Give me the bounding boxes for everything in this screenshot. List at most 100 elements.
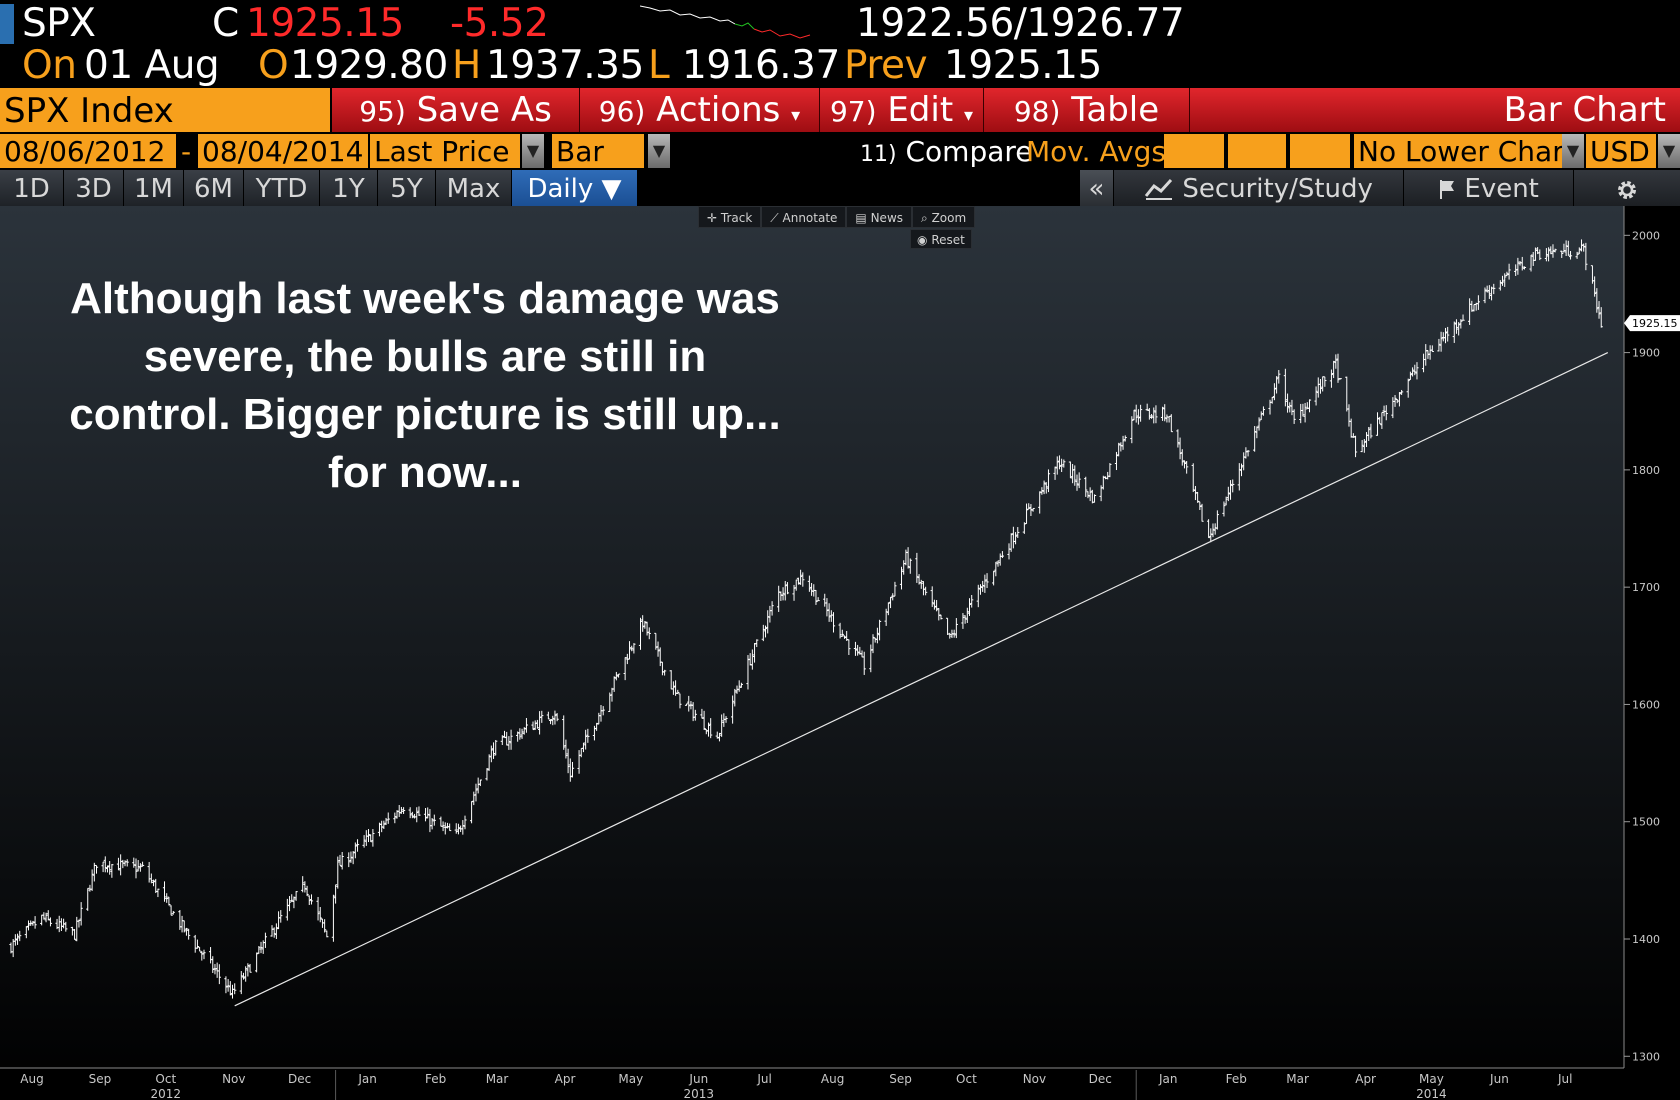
x-year-label: 2014 [1416,1087,1447,1100]
reset-label: Reset [931,233,965,247]
field-select[interactable]: Last Price [370,134,520,168]
x-month-label: Feb [1226,1072,1247,1086]
end-date-field[interactable]: 08/04/2014 [198,134,368,168]
settings-gear-icon[interactable] [1574,170,1680,206]
trendline [234,352,1609,1007]
study-slot-2[interactable] [1228,134,1286,168]
lower-chart-select[interactable]: No Lower Chart [1354,134,1562,168]
chart-annotation: Although last week's damage was severe, … [69,274,781,497]
period-1m[interactable]: 1M [124,170,184,206]
y-tick-label: 2000 [1632,229,1660,242]
low-value: 1916.37 [682,43,840,88]
x-year-label: 2013 [684,1087,715,1100]
x-month-label: Apr [555,1072,576,1086]
save-as-button[interactable]: 95) Save As [332,88,580,132]
period-ytd[interactable]: YTD [244,170,320,206]
price-chart[interactable]: 130014001500160017001800190020001925.15 … [0,206,1680,1100]
annotate-tool[interactable]: ⟋ Annotate [761,206,847,228]
ticker-marker [0,4,14,44]
period-6m[interactable]: 6M [184,170,244,206]
close-value: 1925.15 [246,1,404,46]
news-label: News [870,211,904,225]
compare-number: 11) [860,142,897,167]
security-study-label: Security/Study [1182,174,1373,204]
actions-label: Actions [656,90,781,130]
x-month-label: Apr [1355,1072,1376,1086]
collapse-button[interactable]: « [1080,170,1114,206]
x-month-label: Jul [756,1072,771,1086]
period-max[interactable]: Max [436,170,512,206]
x-month-label: Jun [688,1072,708,1086]
study-slot-1[interactable] [1164,134,1224,168]
reset-button[interactable]: ◉ Reset [910,229,972,249]
actions-menu-button[interactable]: 96) Actions ▾ [580,88,820,132]
x-month-label: Nov [1023,1072,1046,1086]
period-1d[interactable]: 1D [0,170,64,206]
y-tick-label: 1600 [1632,698,1660,711]
frequency-select[interactable]: Daily ▼ [512,170,638,206]
quote-header: SPX C 1925.15 -5.52 1922.56/1926.77 On 0… [0,0,1680,88]
triangle-down-icon: ▼ [601,174,622,204]
save-as-label: Save As [416,90,552,130]
x-month-label: Dec [288,1072,311,1086]
moving-averages-button[interactable]: Mov. Avgs [1026,135,1166,168]
y-tick-label: 1900 [1632,347,1660,360]
edit-menu-button[interactable]: 97) Edit ▾ [820,88,984,132]
security-study-button[interactable]: Security/Study [1114,170,1404,206]
low-label: L [648,43,670,88]
table-label: Table [1071,90,1160,130]
news-tool[interactable]: ▤ News [846,206,913,228]
high-label: H [452,43,481,88]
caret-down-icon: ▾ [791,105,801,126]
edit-number: 97) [829,95,877,128]
y-axis: 1300 1400 1500 1600 1700 1800 1900 2000 1925.15 [1624,229,1680,1063]
sparkline [640,5,811,39]
y-tick-label: 1800 [1632,464,1660,477]
compare-button[interactable]: 11) Compare [860,134,1033,168]
x-month-label: Sep [889,1072,912,1086]
open-label: O [258,43,289,88]
reset-icon: ◉ [917,233,928,247]
x-month-label: Oct [155,1072,176,1086]
zoom-label: Zoom [931,211,967,225]
price-bars [9,239,1603,999]
chart-type-label: Bar Chart [1503,90,1666,130]
function-toolbar: SPX Index 95) Save As 96) Actions ▾ 97) … [0,88,1680,134]
prev-label: Prev [844,43,928,88]
currency-dropdown-icon[interactable]: ▼ [1658,134,1680,168]
x-month-label: Jan [1158,1072,1178,1086]
style-select[interactable]: Bar [552,134,644,168]
security-name[interactable]: SPX Index [0,88,330,132]
price-change: -5.52 [450,1,549,46]
x-month-label: Mar [1286,1072,1309,1086]
field-dropdown-icon[interactable]: ▼ [522,134,544,168]
table-number: 98) [1013,95,1061,128]
high-value: 1937.35 [486,43,644,88]
currency-select[interactable]: USD [1586,134,1656,168]
period-5y[interactable]: 5Y [378,170,436,206]
x-month-label: Jun [1489,1072,1509,1086]
event-button[interactable]: Event [1404,170,1574,206]
on-label: On [22,43,77,88]
track-tool[interactable]: ✛ Track [698,206,762,228]
last-price-flag [1624,315,1680,332]
period-1y[interactable]: 1Y [320,170,378,206]
period-toolbar: 1D 3D 1M 6M YTD 1Y 5Y Max Daily ▼ « Secu… [0,170,1680,206]
period-3d[interactable]: 3D [64,170,124,206]
frequency-label: Daily [527,174,594,204]
x-month-label: Mar [486,1072,509,1086]
lower-chart-dropdown-icon[interactable]: ▼ [1562,134,1584,168]
start-date-field[interactable]: 08/06/2012 [0,134,176,168]
style-dropdown-icon[interactable]: ▼ [648,134,670,168]
zoom-tool[interactable]: ⌕ Zoom [912,206,976,228]
line-chart-icon [1144,174,1182,204]
ticker[interactable]: SPX [22,1,96,46]
close-label: C [212,1,239,46]
date-separator: - [176,134,198,168]
flag-icon [1438,174,1464,204]
study-slot-3[interactable] [1290,134,1350,168]
open-value: 1929.80 [290,43,448,88]
chart-type-title: Bar Chart [1190,88,1680,132]
table-button[interactable]: 98) Table [984,88,1190,132]
edit-label: Edit [887,90,954,130]
